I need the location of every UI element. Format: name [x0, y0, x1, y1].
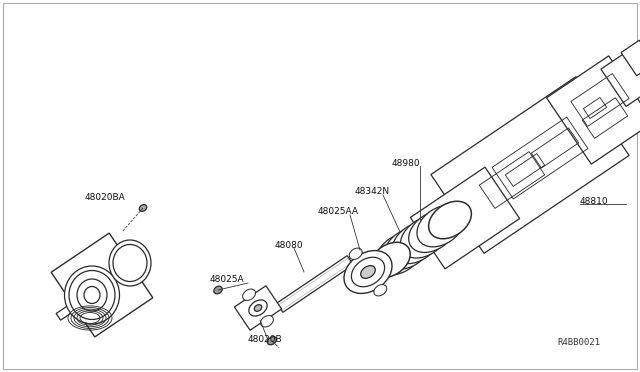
Ellipse shape: [384, 228, 431, 269]
Polygon shape: [431, 77, 629, 253]
Ellipse shape: [243, 289, 255, 301]
Text: 48025A: 48025A: [210, 276, 244, 285]
Text: R4BB0021: R4BB0021: [557, 339, 601, 347]
Text: 48980: 48980: [392, 158, 420, 167]
Text: 48080: 48080: [275, 241, 303, 250]
Ellipse shape: [260, 315, 273, 327]
Ellipse shape: [254, 305, 262, 311]
Text: 48342N: 48342N: [355, 187, 390, 196]
Ellipse shape: [140, 205, 147, 211]
Ellipse shape: [214, 286, 222, 294]
Ellipse shape: [65, 266, 120, 324]
Ellipse shape: [351, 257, 385, 287]
Ellipse shape: [374, 285, 387, 296]
Ellipse shape: [361, 266, 375, 278]
Ellipse shape: [409, 211, 456, 253]
Ellipse shape: [69, 270, 115, 320]
Ellipse shape: [109, 240, 151, 286]
Ellipse shape: [344, 251, 392, 294]
Polygon shape: [51, 233, 153, 337]
Polygon shape: [410, 167, 520, 269]
Polygon shape: [279, 258, 351, 310]
Ellipse shape: [392, 222, 440, 264]
Ellipse shape: [84, 286, 100, 304]
Ellipse shape: [417, 205, 465, 247]
Polygon shape: [601, 49, 640, 106]
Polygon shape: [547, 56, 640, 164]
Ellipse shape: [376, 233, 423, 275]
Ellipse shape: [349, 248, 362, 259]
Polygon shape: [621, 40, 640, 76]
Polygon shape: [276, 256, 353, 312]
Polygon shape: [56, 298, 84, 320]
Polygon shape: [234, 286, 282, 330]
Ellipse shape: [429, 201, 472, 239]
Text: 48020B: 48020B: [248, 336, 283, 344]
Text: 48020BA: 48020BA: [85, 193, 125, 202]
Ellipse shape: [401, 217, 448, 258]
Ellipse shape: [370, 242, 410, 278]
Text: 48025AA: 48025AA: [318, 208, 359, 217]
Ellipse shape: [77, 279, 107, 311]
Ellipse shape: [249, 300, 267, 316]
Text: 48810: 48810: [580, 198, 609, 206]
Ellipse shape: [268, 337, 276, 345]
Ellipse shape: [113, 244, 147, 282]
